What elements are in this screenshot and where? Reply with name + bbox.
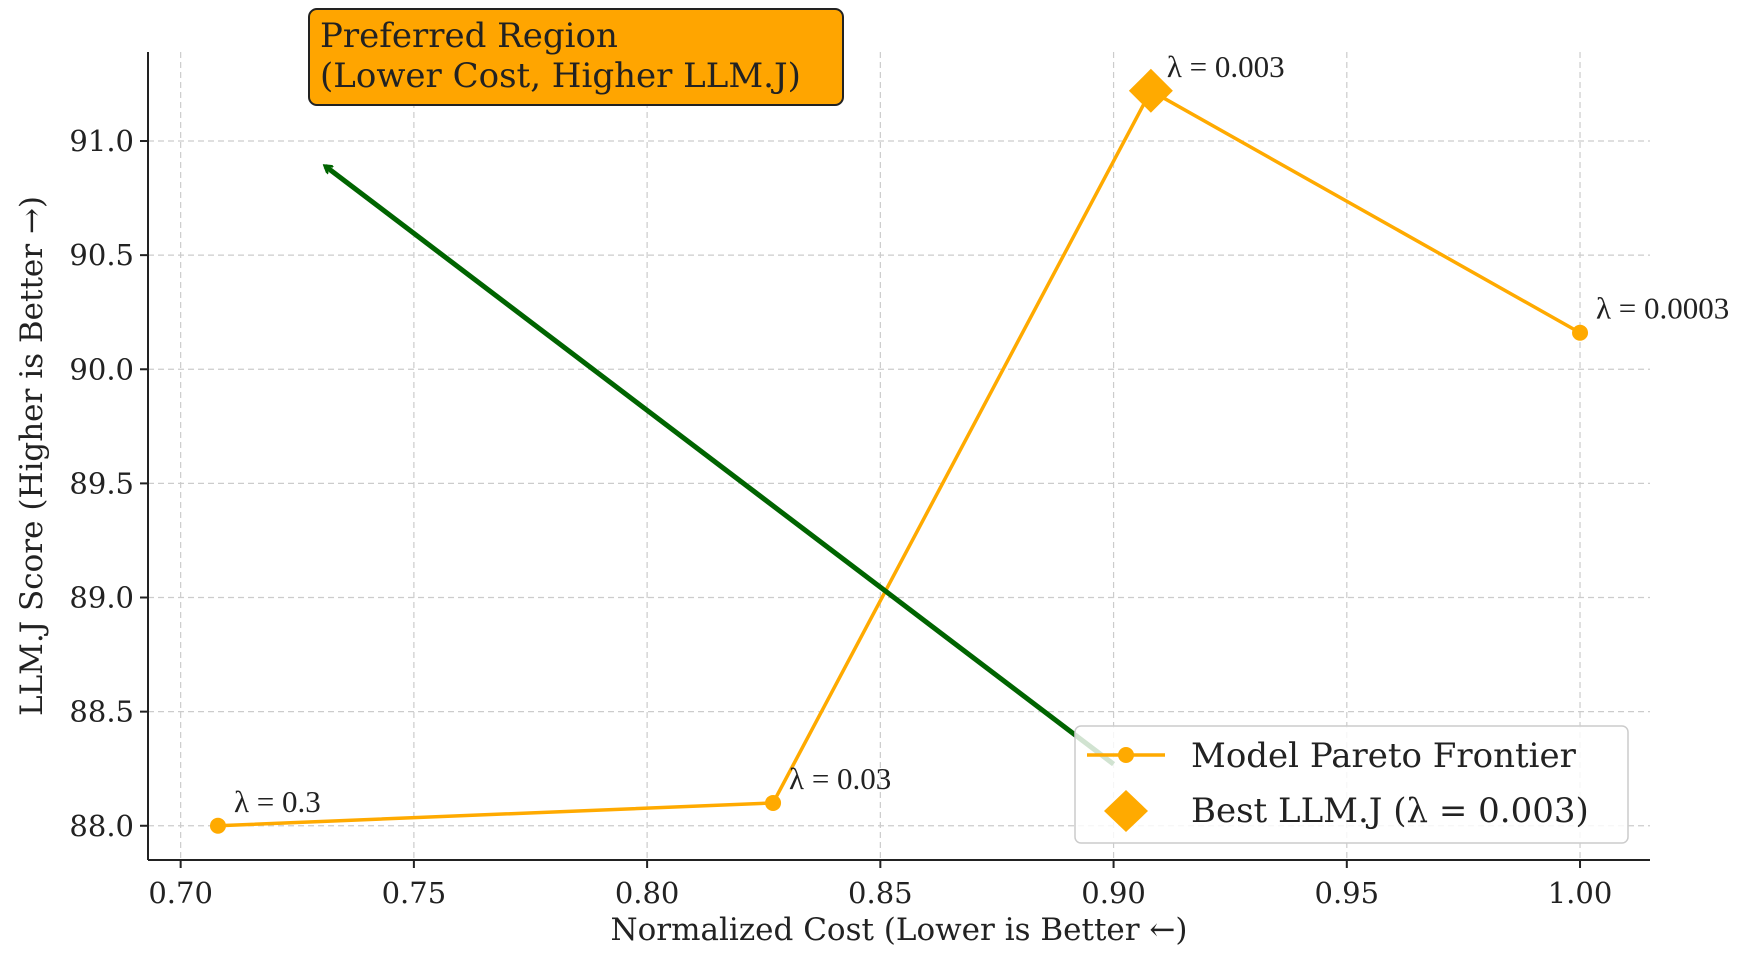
legend-diamond-marker: [1104, 790, 1148, 832]
y-axis-label: LLM.J Score (Higher is Better →): [14, 196, 50, 716]
point-label: λ = 0.003: [1167, 49, 1285, 84]
y-ticks: 88.0 88.5 89.0 89.5 90.0 90.5 91.0: [69, 124, 148, 843]
x-tick-label: 0.80: [615, 876, 680, 910]
y-tick-label: 90.5: [69, 238, 134, 272]
frontier-points: [209, 82, 1589, 834]
x-tick-label: 0.85: [848, 876, 913, 910]
point-label: λ = 0.0003: [1596, 291, 1729, 326]
y-tick-label: 89.0: [69, 581, 134, 615]
annotation-text-line2: (Lower Cost, Higher LLM.J): [320, 56, 801, 96]
best-point-diamond: [1128, 68, 1173, 113]
preferred-region-annotation: Preferred Region (Lower Cost, Higher LLM…: [308, 8, 844, 106]
x-tick-label: 0.75: [382, 876, 447, 910]
frontier-point: [209, 817, 226, 834]
frontier-line: [217, 89, 1581, 828]
x-tick-label: 0.70: [148, 876, 213, 910]
legend-box: [1074, 725, 1629, 844]
y-tick-label: 89.5: [69, 466, 134, 500]
x-tick-label: 0.90: [1081, 876, 1146, 910]
x-tick-label: 0.95: [1315, 876, 1380, 910]
annotation-text-line1: Preferred Region: [320, 16, 618, 56]
legend: Model Pareto Frontier Best LLM.J (λ = 0.…: [1074, 725, 1629, 844]
x-tick-label: 1.00: [1548, 876, 1613, 910]
y-tick-label: 88.5: [69, 695, 134, 729]
y-tick-label: 91.0: [69, 124, 134, 158]
frontier-point: [1572, 324, 1589, 341]
y-tick-label: 90.0: [69, 352, 134, 386]
legend-entry-best: Best LLM.J (λ = 0.003): [1191, 791, 1589, 831]
point-label: λ = 0.3: [234, 784, 321, 819]
preferred-region-arrow: [325, 166, 1116, 767]
point-labels: λ = 0.3 λ = 0.03 λ = 0.003 λ = 0.0003: [234, 49, 1729, 819]
legend-circle-marker: [1118, 747, 1134, 763]
point-label: λ = 0.03: [789, 761, 891, 796]
annotation-box: [308, 8, 844, 106]
x-axis-label: Normalized Cost (Lower is Better ←): [611, 912, 1188, 948]
legend-entry-frontier: Model Pareto Frontier: [1191, 736, 1577, 776]
y-tick-label: 88.0: [69, 809, 134, 843]
grid: [148, 52, 1650, 860]
frontier-point: [765, 794, 782, 811]
x-ticks: 0.70 0.75 0.80 0.85 0.90 0.95 1.00: [148, 860, 1612, 910]
